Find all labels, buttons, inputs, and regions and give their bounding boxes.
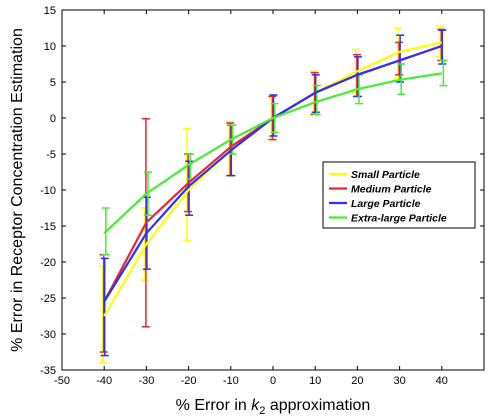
x-axis-label-prefix: % Error in (176, 397, 252, 414)
x-tick-label: 40 (436, 375, 448, 387)
y-tick-label: -30 (40, 329, 56, 341)
y-tick-label: 0 (50, 113, 56, 125)
x-axis-label-subscript: 2 (259, 405, 265, 417)
x-tick-label: -30 (138, 375, 154, 387)
x-tick-label: -50 (54, 375, 70, 387)
legend-label: Extra-large Particle (351, 213, 447, 225)
legend-label: Medium Particle (351, 184, 432, 196)
y-tick-label: -25 (40, 293, 56, 305)
y-tick-label: -10 (40, 185, 56, 197)
x-tick-label: 10 (309, 375, 321, 387)
x-tick-label: 30 (393, 375, 405, 387)
legend-label: Small Particle (351, 169, 420, 181)
legend: Small Particle Medium Particle Large Parti… (322, 161, 476, 229)
y-tick-label: -15 (40, 221, 56, 233)
x-tick-label: -20 (181, 375, 197, 387)
plot-frame (61, 9, 485, 371)
axis-ticks: -50 -40 -30 -20 -10 0 10 20 30 40-35-30-25-20-15-… (40, 5, 484, 387)
y-tick-label: 10 (44, 41, 56, 53)
x-tick-label: -40 (96, 375, 112, 387)
y-axis-label: % Error in Receptor Concentration Estima… (9, 28, 26, 352)
x-tick-label: 0 (270, 375, 276, 387)
x-tick-label: -10 (223, 375, 239, 387)
x-axis-label-symbol: k (251, 397, 260, 414)
legend-label: Large Particle (351, 198, 421, 210)
x-axis-label-suffix: approximation (265, 397, 370, 414)
series-lines (103, 41, 443, 317)
x-tick-label: 20 (351, 375, 363, 387)
y-tick-label: -35 (40, 365, 56, 377)
error-bars (98, 25, 448, 364)
x-axis-label: % Error in k2 approximation (176, 397, 371, 417)
y-tick-label: -5 (46, 149, 56, 161)
y-tick-label: -20 (40, 257, 56, 269)
y-tick-label: 15 (44, 5, 56, 17)
legend-box (322, 161, 476, 229)
series-line-extra-large-particle (103, 72, 442, 235)
y-tick-label: 5 (50, 77, 56, 89)
